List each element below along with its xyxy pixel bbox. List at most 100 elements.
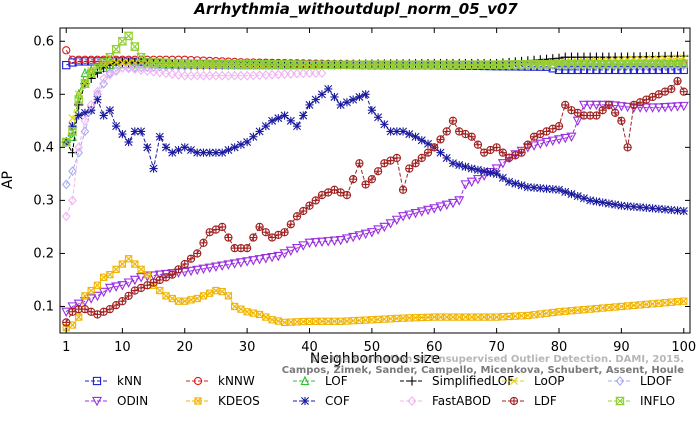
point-kdeos	[492, 313, 501, 321]
point-knn	[598, 65, 607, 75]
point-knnw	[87, 55, 96, 64]
point-odin	[585, 100, 596, 111]
x-tick-label: 80	[551, 340, 568, 355]
point-lof	[68, 131, 77, 141]
point-ldf	[473, 140, 483, 149]
point-inflo	[104, 53, 115, 62]
y-tick-label: 0.4	[33, 140, 54, 155]
point-knn	[667, 65, 676, 75]
point-odin	[73, 299, 84, 310]
point-inflo	[61, 137, 72, 147]
point-odin	[310, 238, 321, 248]
point-ldf	[442, 127, 451, 136]
point-knn	[592, 65, 601, 75]
point-fastabod	[174, 70, 183, 80]
point-odin	[329, 236, 340, 246]
series-ldf	[62, 76, 688, 327]
point-ldf	[255, 222, 264, 232]
legend-label: kNNW	[218, 374, 255, 388]
point-inflo	[416, 60, 427, 69]
point-inflo	[616, 59, 627, 69]
point-cof	[611, 200, 620, 209]
point-odin	[117, 281, 128, 291]
chart-title: Arrhythmia_withoutdupl_norm_05_v07	[193, 0, 518, 18]
point-cof	[317, 90, 327, 99]
point-inflo	[678, 59, 689, 68]
point-fastabod	[130, 64, 140, 75]
legend-label: LDOF	[640, 374, 672, 388]
point-inflo	[391, 60, 402, 69]
point-fastabod	[167, 69, 177, 80]
point-kdeos	[599, 304, 607, 312]
point-ldf	[523, 140, 532, 149]
point-knn	[610, 65, 620, 75]
point-odin	[610, 101, 621, 111]
point-fastabod	[155, 67, 165, 78]
point-ldf	[305, 201, 314, 210]
point-ldof	[111, 65, 121, 76]
legend-marker	[300, 396, 310, 406]
point-fastabod	[261, 70, 271, 80]
point-odin	[666, 102, 677, 113]
point-kdeos	[623, 302, 632, 310]
credit-text: Campos, Zimek, Sander, Campello, Micenko…	[282, 365, 684, 376]
point-inflo	[192, 59, 203, 68]
point-odin	[366, 228, 377, 238]
point-lof	[80, 67, 90, 78]
point-kdeos	[636, 301, 644, 309]
legend-marker	[193, 376, 203, 386]
point-inflo	[535, 60, 546, 69]
point-odin	[123, 278, 134, 288]
point-cof	[561, 187, 570, 197]
point-kdeos	[443, 313, 451, 321]
point-inflo	[554, 59, 564, 69]
point-odin	[273, 251, 284, 262]
point-ldof	[124, 62, 133, 73]
point-knn	[617, 65, 626, 75]
point-kdeos	[100, 273, 108, 281]
point-cof	[286, 116, 295, 125]
point-ldf	[423, 148, 433, 157]
point-kdeos	[81, 292, 89, 300]
point-fastabod	[142, 66, 152, 76]
point-cof	[292, 122, 302, 131]
point-odin	[229, 259, 240, 269]
point-inflo	[485, 60, 496, 69]
point-ldf	[405, 164, 414, 173]
point-odin	[341, 234, 352, 244]
point-fastabod	[111, 66, 121, 77]
point-odin	[279, 249, 290, 259]
point-inflo	[304, 60, 315, 69]
point-ldf	[349, 175, 358, 184]
legend-label: LDF	[534, 394, 557, 408]
point-cof	[180, 143, 189, 152]
point-odin	[447, 198, 458, 209]
point-inflo	[504, 60, 515, 69]
point-inflo	[348, 60, 359, 69]
point-inflo	[129, 42, 140, 51]
point-odin	[304, 238, 315, 249]
point-inflo	[254, 60, 265, 69]
legend-marker	[510, 377, 518, 385]
legend-marker	[194, 397, 202, 405]
point-fastabod	[124, 63, 133, 74]
x-tick-label: 1	[62, 340, 70, 355]
point-kdeos	[405, 314, 413, 322]
point-kdeos	[118, 260, 127, 268]
point-odin	[391, 215, 402, 226]
point-odin	[136, 273, 147, 283]
point-inflo	[622, 59, 633, 69]
x-tick-label: 30	[239, 340, 256, 355]
point-knn	[579, 65, 589, 75]
point-kdeos	[436, 313, 445, 321]
point-cof	[118, 129, 127, 139]
point-kdeos	[536, 310, 544, 318]
legend-marker	[91, 396, 103, 407]
point-ldf	[398, 185, 408, 194]
series-line-inflo	[65, 35, 684, 143]
point-ldof	[74, 147, 84, 158]
point-inflo	[479, 60, 490, 69]
legend-item-knn: kNN	[85, 374, 142, 388]
point-ldf	[561, 100, 570, 110]
point-ldf	[124, 291, 133, 301]
